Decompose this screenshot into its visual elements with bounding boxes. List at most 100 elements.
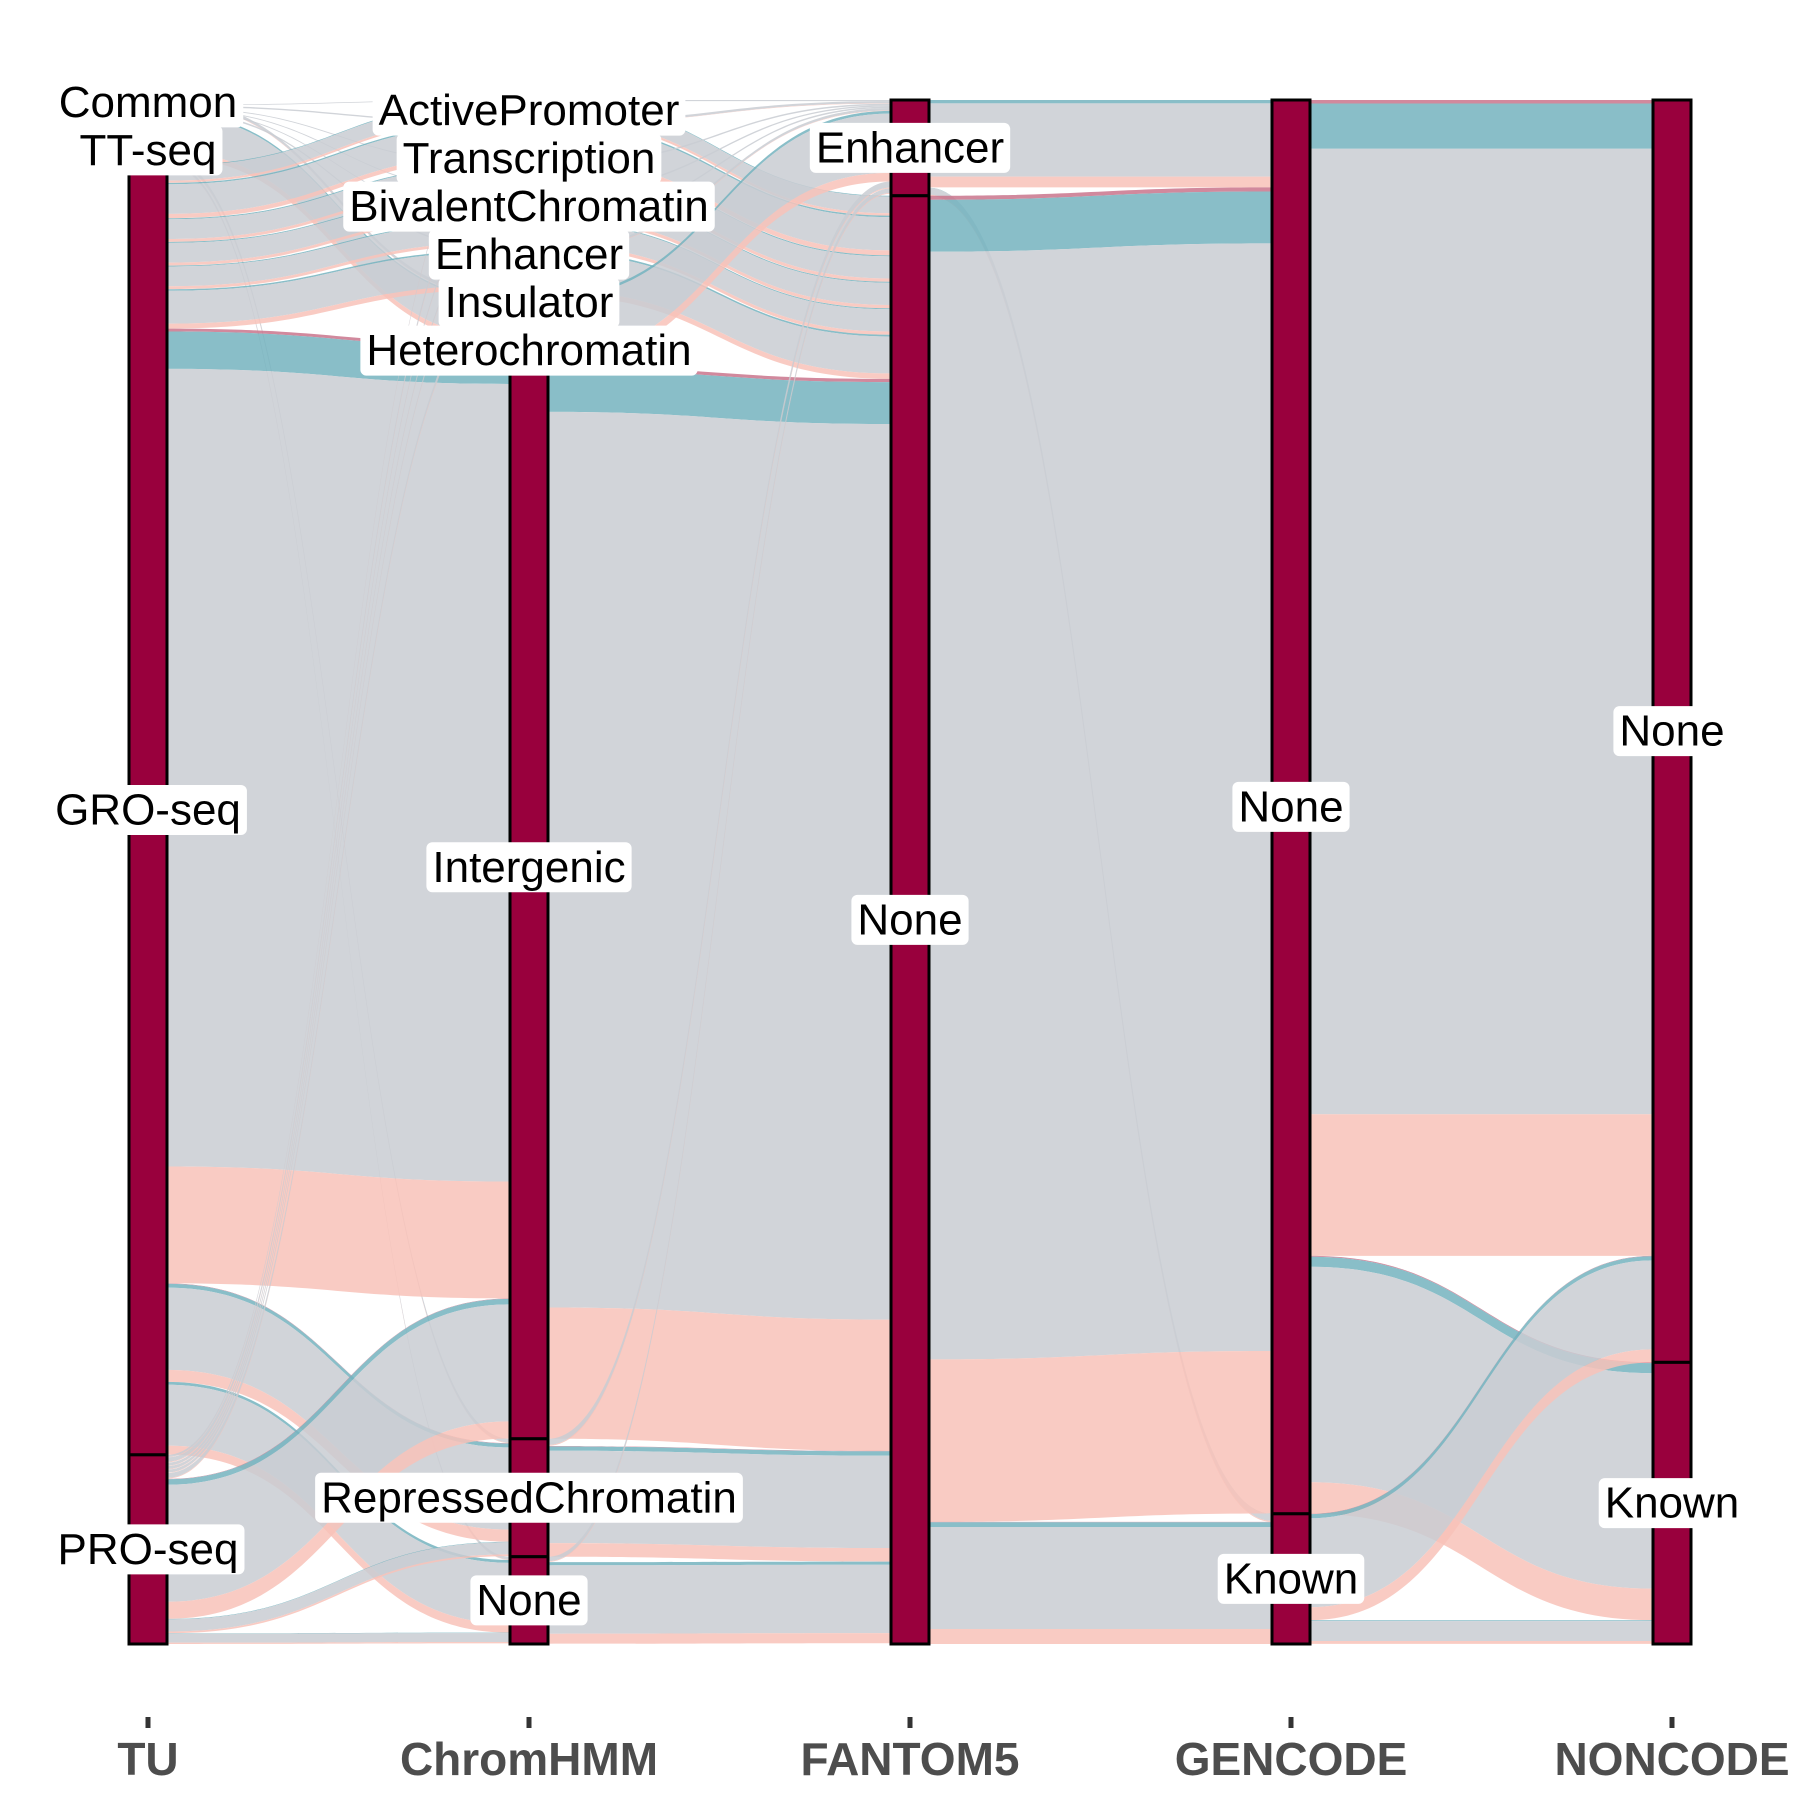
flow-gencode-none-to-noncode-none-gro-seq bbox=[1310, 148, 1653, 1115]
flow-chromhmm-none-to-fantom5-none-tt-seq bbox=[548, 1561, 891, 1566]
svg-text:None: None bbox=[857, 895, 962, 944]
axis-label-noncode: NONCODE bbox=[1554, 1733, 1789, 1785]
axis-label-gencode: GENCODE bbox=[1175, 1733, 1408, 1785]
flows bbox=[167, 100, 1653, 1644]
flow-chromhmm-repressedchromatin-to-fantom5-none-tt-seq bbox=[548, 1446, 891, 1456]
flow-gencode-known-to-noncode-none-tt-seq bbox=[1310, 1256, 1653, 1519]
stratum-label-fantom5-none: None bbox=[851, 894, 969, 945]
flow-chromhmm-heterochromatin-to-fantom5-enhancer-gro-seq bbox=[548, 108, 891, 252]
svg-text:RepressedChromatin: RepressedChromatin bbox=[321, 1473, 737, 1522]
svg-text:None: None bbox=[1619, 707, 1724, 756]
flow-tu-gro-seq-to-chromhmm-heterochromatin-tt-seq bbox=[167, 250, 510, 291]
flow-chromhmm-none-to-fantom5-enhancer-pro-seq bbox=[548, 193, 891, 1562]
flow-tu-pro-seq-to-chromhmm-none-gro-seq bbox=[167, 1633, 510, 1643]
svg-text:Known: Known bbox=[1224, 1554, 1359, 1603]
flow-tu-pro-seq-to-chromhmm-bivalentchromatin-pro-seq bbox=[167, 191, 510, 1466]
flow-chromhmm-repressedchromatin-to-fantom5-none-common bbox=[548, 1446, 891, 1452]
flow-chromhmm-transcription-to-fantom5-none-tt-seq bbox=[548, 123, 891, 218]
flow-fantom5-none-to-gencode-none-common bbox=[929, 187, 1272, 200]
stratum-label-tu-tt-seq: TT-seq bbox=[73, 125, 223, 176]
flow-chromhmm-heterochromatin-to-fantom5-enhancer-pro-seq bbox=[548, 110, 891, 252]
stratum-label-chromhmm-enhancer: Enhancer bbox=[428, 229, 630, 280]
flow-tu-gro-seq-to-chromhmm-activepromoter-tt-seq bbox=[167, 100, 510, 166]
flow-chromhmm-insulator-to-fantom5-enhancer-gro-seq bbox=[548, 106, 891, 222]
flow-tu-gro-seq-to-chromhmm-enhancer-pro-seq bbox=[167, 213, 510, 266]
flow-tu-gro-seq-to-chromhmm-intergenic-gro-seq bbox=[167, 368, 510, 1182]
flow-tu-pro-seq-to-chromhmm-repressedchromatin-pro-seq bbox=[167, 1554, 510, 1634]
stratum-label-gencode-known: Known bbox=[1217, 1553, 1365, 1604]
flow-tu-pro-seq-to-chromhmm-transcription-pro-seq bbox=[167, 162, 510, 1463]
stratum-label-chromhmm-transcription: Transcription bbox=[396, 133, 662, 184]
svg-text:Transcription: Transcription bbox=[403, 134, 656, 183]
flow-fantom5-enhancer-to-gencode-none-gro-seq bbox=[929, 103, 1272, 177]
flow-tu-tt-seq-to-chromhmm-activepromoter-gro-seq bbox=[167, 100, 510, 106]
flow-tu-pro-seq-to-chromhmm-intergenic-tt-seq bbox=[167, 1298, 510, 1485]
flow-chromhmm-bivalentchromatin-to-fantom5-enhancer-gro-seq bbox=[548, 103, 891, 166]
flow-tu-pro-seq-to-chromhmm-heterochromatin-pro-seq bbox=[167, 294, 510, 1479]
flow-chromhmm-activepromoter-to-fantom5-none-pro-seq bbox=[548, 118, 891, 216]
axis-label-fantom5: FANTOM5 bbox=[801, 1733, 1020, 1785]
svg-text:Intergenic: Intergenic bbox=[432, 843, 625, 892]
flow-chromhmm-insulator-to-fantom5-none-pro-seq bbox=[548, 245, 891, 335]
svg-text:None: None bbox=[1238, 782, 1343, 831]
flow-chromhmm-repressedchromatin-to-fantom5-none-pro-seq bbox=[548, 1543, 891, 1562]
flow-tu-gro-seq-to-chromhmm-bivalentchromatin-pro-seq bbox=[167, 185, 510, 242]
flow-fantom5-none-to-gencode-known-pro-seq bbox=[929, 1629, 1272, 1644]
flow-tu-tt-seq-to-chromhmm-enhancer-gro-seq bbox=[167, 108, 510, 193]
flow-chromhmm-repressedchromatin-to-fantom5-enhancer-pro-seq bbox=[548, 187, 891, 1446]
flow-fantom5-enhancer-to-gencode-none-pro-seq bbox=[929, 176, 1272, 188]
stratum-label-chromhmm-heterochromatin: Heterochromatin bbox=[360, 325, 698, 376]
axis-label-tu: TU bbox=[117, 1733, 178, 1785]
flow-tu-pro-seq-to-chromhmm-repressedchromatin-gro-seq bbox=[167, 1542, 510, 1632]
flow-chromhmm-intergenic-to-fantom5-enhancer-tt-seq bbox=[548, 110, 891, 299]
stratum-label-noncode-known: Known bbox=[1598, 1478, 1746, 1529]
flow-gencode-none-to-noncode-none-pro-seq bbox=[1310, 1114, 1653, 1256]
flow-tu-gro-seq-to-chromhmm-repressedchromatin-tt-seq bbox=[167, 1283, 510, 1448]
stratum-label-chromhmm-intergenic: Intergenic bbox=[426, 842, 632, 893]
flow-fantom5-enhancer-to-gencode-none-tt-seq bbox=[929, 100, 1272, 104]
flow-gencode-none-to-noncode-known-tt-seq bbox=[1310, 1256, 1653, 1374]
flow-fantom5-none-to-gencode-none-pro-seq bbox=[929, 1351, 1272, 1522]
flow-tu-pro-seq-to-chromhmm-heterochromatin-gro-seq bbox=[167, 289, 510, 1478]
flow-gencode-known-to-noncode-none-gro-seq bbox=[1310, 1260, 1653, 1608]
flow-chromhmm-none-to-fantom5-none-gro-seq bbox=[548, 1564, 891, 1634]
flow-chromhmm-activepromoter-to-fantom5-none-gro-seq bbox=[548, 102, 891, 214]
flow-tu-gro-seq-to-chromhmm-none-pro-seq bbox=[167, 1445, 510, 1633]
svg-text:Known: Known bbox=[1605, 1479, 1740, 1528]
stratum-label-chromhmm-none: None bbox=[470, 1575, 588, 1626]
flow-fantom5-none-to-gencode-none-tt-seq bbox=[929, 191, 1272, 252]
flow-chromhmm-heterochromatin-to-fantom5-none-tt-seq bbox=[548, 251, 891, 337]
flow-chromhmm-intergenic-to-fantom5-none-tt-seq bbox=[548, 369, 891, 425]
stratum-label-tu-common: Common bbox=[52, 77, 244, 128]
svg-text:Insulator: Insulator bbox=[445, 278, 614, 327]
flow-tu-gro-seq-to-chromhmm-activepromoter-pro-seq bbox=[167, 116, 510, 183]
flow-chromhmm-none-to-fantom5-none-pro-seq bbox=[548, 1633, 891, 1644]
flow-tu-gro-seq-to-chromhmm-insulator-tt-seq bbox=[167, 221, 510, 267]
flow-tu-gro-seq-to-chromhmm-heterochromatin-gro-seq bbox=[167, 251, 510, 324]
stratum-label-fantom5-enhancer: Enhancer bbox=[809, 122, 1011, 173]
flow-tu-gro-seq-to-chromhmm-enhancer-tt-seq bbox=[167, 192, 510, 243]
axis-label-chromhmm: ChromHMM bbox=[400, 1733, 658, 1785]
flow-chromhmm-none-to-fantom5-enhancer-gro-seq bbox=[548, 188, 891, 1562]
flow-tu-gro-seq-to-chromhmm-transcription-pro-seq bbox=[167, 153, 510, 219]
stratum-label-chromhmm-insulator: Insulator bbox=[438, 277, 620, 328]
svg-text:PRO-seq: PRO-seq bbox=[58, 1525, 239, 1574]
flow-tu-gro-seq-to-chromhmm-bivalentchromatin-tt-seq bbox=[167, 164, 510, 220]
flow-chromhmm-insulator-to-fantom5-none-gro-seq bbox=[548, 223, 891, 332]
flow-gencode-known-to-noncode-known-pro-seq bbox=[1310, 1641, 1653, 1644]
flow-gencode-known-to-noncode-known-tt-seq bbox=[1310, 1620, 1653, 1622]
svg-text:TT-seq: TT-seq bbox=[80, 126, 217, 175]
svg-text:None: None bbox=[476, 1576, 581, 1625]
flow-gencode-known-to-noncode-none-pro-seq bbox=[1310, 1349, 1653, 1621]
flow-gencode-known-to-noncode-known-gro-seq bbox=[1310, 1621, 1653, 1642]
x-axis: TU ChromHMM FANTOM5 GENCODE NONCODE bbox=[117, 1717, 1790, 1785]
svg-text:Common: Common bbox=[59, 78, 238, 127]
stratum-label-chromhmm-bivalentchromatin: BivalentChromatin bbox=[343, 181, 715, 232]
stratum-label-tu-gro-seq: GRO-seq bbox=[49, 784, 247, 835]
flow-chromhmm-intergenic-to-fantom5-enhancer-gro-seq bbox=[548, 113, 891, 358]
flow-tu-gro-seq-to-chromhmm-insulator-gro-seq bbox=[167, 222, 510, 287]
flow-tu-tt-seq-to-chromhmm-transcription-gro-seq bbox=[167, 105, 510, 123]
svg-text:Heterochromatin: Heterochromatin bbox=[366, 326, 691, 375]
flow-tu-pro-seq-to-chromhmm-none-pro-seq bbox=[167, 1642, 510, 1644]
